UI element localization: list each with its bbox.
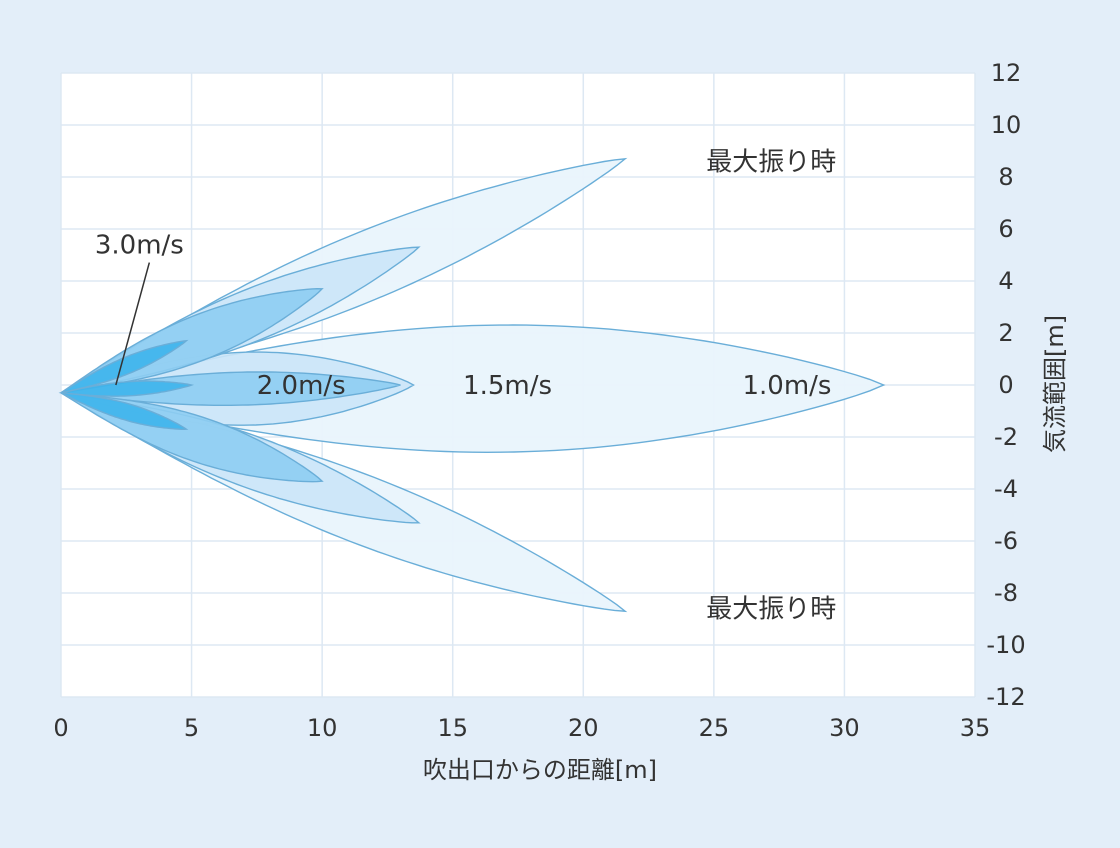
lobe — [60, 339, 189, 394]
y-tick-label: 2 — [998, 319, 1013, 347]
series-3.0m/s — [60, 339, 195, 430]
annotation-leader-line — [115, 262, 151, 386]
lobe — [60, 392, 189, 430]
y-tick-labels: 12 10 8 6 4 2 0 -2 -4 -6 -8 -10 -12 — [986, 59, 1025, 711]
y-tick-label: -12 — [986, 683, 1025, 711]
annotation-label: 最大振り時 — [706, 595, 836, 625]
annotation-label: 2.0m/s — [257, 371, 346, 401]
x-tick-label: 15 — [437, 714, 468, 742]
lobe — [60, 371, 401, 406]
y-tick-label: -4 — [994, 475, 1018, 503]
y-tick-label: 8 — [998, 163, 1013, 191]
x-tick-label: 25 — [699, 714, 730, 742]
y-tick-label: 6 — [998, 215, 1013, 243]
y-tick-label: 12 — [991, 59, 1022, 87]
y-tick-label: 4 — [998, 267, 1013, 295]
x-tick-label: 10 — [307, 714, 338, 742]
y-tick-label: -2 — [994, 423, 1018, 451]
x-tick-label: 0 — [53, 714, 68, 742]
y-tick-label: -10 — [986, 631, 1025, 659]
annotation-label: 1.5m/s — [463, 371, 552, 401]
y-tick-label: 0 — [998, 371, 1013, 399]
y-axis-label: 気流範囲[m] — [1041, 315, 1069, 453]
x-tick-label: 5 — [184, 714, 199, 742]
x-tick-label: 30 — [829, 714, 860, 742]
x-axis-label: 吹出口からの距離[m] — [423, 756, 657, 784]
y-tick-label: -6 — [994, 527, 1018, 555]
y-tick-label: 10 — [991, 111, 1022, 139]
x-tick-label: 20 — [568, 714, 599, 742]
annotation-label: 1.0m/s — [742, 371, 831, 401]
annotation-label: 最大振り時 — [706, 147, 836, 177]
lobe — [60, 380, 195, 397]
airflow-lobes — [58, 157, 886, 613]
y-tick-label: -8 — [994, 579, 1018, 607]
x-tick-labels: 0 5 10 15 20 25 30 35 — [53, 714, 990, 742]
annotation-label: 3.0m/s — [95, 231, 184, 261]
x-tick-label: 35 — [960, 714, 991, 742]
